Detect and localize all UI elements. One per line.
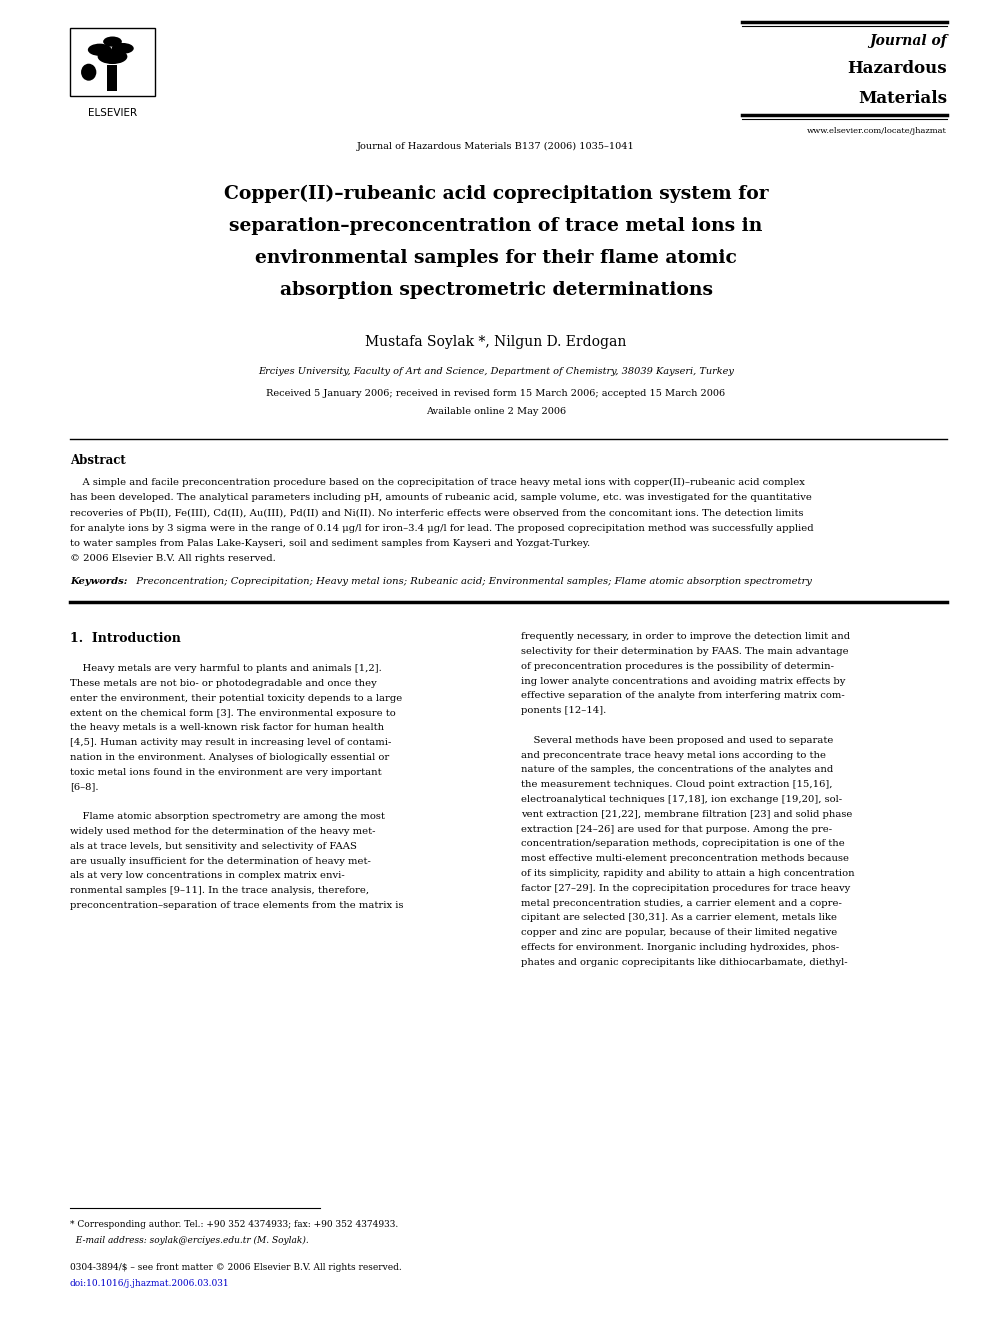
Text: Flame atomic absorption spectrometry are among the most: Flame atomic absorption spectrometry are… [70, 812, 385, 822]
Text: the heavy metals is a well-known risk factor for human health: the heavy metals is a well-known risk fa… [70, 724, 384, 733]
Text: Materials: Materials [858, 90, 947, 107]
Text: has been developed. The analytical parameters including pH, amounts of rubeanic : has been developed. The analytical param… [70, 493, 811, 503]
Text: for analyte ions by 3 sigma were in the range of 0.14 μg/l for iron–3.4 μg/l for: for analyte ions by 3 sigma were in the … [70, 524, 813, 533]
Text: Heavy metals are very harmful to plants and animals [1,2].: Heavy metals are very harmful to plants … [70, 664, 382, 673]
Text: Copper(II)–rubeanic acid coprecipitation system for: Copper(II)–rubeanic acid coprecipitation… [223, 185, 769, 204]
Text: cipitant are selected [30,31]. As a carrier element, metals like: cipitant are selected [30,31]. As a carr… [521, 913, 837, 922]
Text: recoveries of Pb(II), Fe(III), Cd(II), Au(III), Pd(II) and Ni(II). No interferic: recoveries of Pb(II), Fe(III), Cd(II), A… [70, 508, 804, 517]
Ellipse shape [97, 49, 127, 64]
Text: ponents [12–14].: ponents [12–14]. [521, 706, 606, 716]
Text: toxic metal ions found in the environment are very important: toxic metal ions found in the environmen… [70, 767, 382, 777]
Ellipse shape [88, 44, 112, 56]
Text: of preconcentration procedures is the possibility of determin-: of preconcentration procedures is the po… [521, 662, 834, 671]
Text: 1.  Introduction: 1. Introduction [70, 632, 181, 646]
Ellipse shape [112, 42, 134, 54]
FancyBboxPatch shape [70, 28, 155, 97]
Ellipse shape [103, 37, 122, 46]
Text: vent extraction [21,22], membrane filtration [23] and solid phase: vent extraction [21,22], membrane filtra… [521, 810, 852, 819]
Text: nature of the samples, the concentrations of the analytes and: nature of the samples, the concentration… [521, 766, 833, 774]
Text: ronmental samples [9–11]. In the trace analysis, therefore,: ronmental samples [9–11]. In the trace a… [70, 886, 369, 896]
Text: and preconcentrate trace heavy metal ions according to the: and preconcentrate trace heavy metal ion… [521, 750, 826, 759]
Text: These metals are not bio- or photodegradable and once they: These metals are not bio- or photodegrad… [70, 679, 377, 688]
Text: extent on the chemical form [3]. The environmental exposure to: extent on the chemical form [3]. The env… [70, 709, 396, 717]
Text: als at trace levels, but sensitivity and selectivity of FAAS: als at trace levels, but sensitivity and… [70, 841, 357, 851]
Text: E-mail address: soylak@erciyes.edu.tr (M. Soylak).: E-mail address: soylak@erciyes.edu.tr (M… [70, 1236, 309, 1245]
Text: absorption spectrometric determinations: absorption spectrometric determinations [280, 280, 712, 299]
Text: copper and zinc are popular, because of their limited negative: copper and zinc are popular, because of … [521, 929, 837, 937]
Text: effects for environment. Inorganic including hydroxides, phos-: effects for environment. Inorganic inclu… [521, 943, 839, 953]
Text: © 2006 Elsevier B.V. All rights reserved.: © 2006 Elsevier B.V. All rights reserved… [70, 554, 276, 564]
Text: separation–preconcentration of trace metal ions in: separation–preconcentration of trace met… [229, 217, 763, 235]
Text: Available online 2 May 2006: Available online 2 May 2006 [426, 407, 566, 415]
Bar [106, 65, 117, 91]
Text: www.elsevier.com/locate/jhazmat: www.elsevier.com/locate/jhazmat [807, 127, 947, 135]
Text: of its simplicity, rapidity and ability to attain a high concentration: of its simplicity, rapidity and ability … [521, 869, 855, 878]
Text: Hazardous: Hazardous [847, 60, 947, 77]
Text: factor [27–29]. In the coprecipitation procedures for trace heavy: factor [27–29]. In the coprecipitation p… [521, 884, 850, 893]
Text: Preconcentration; Coprecipitation; Heavy metal ions; Rubeanic acid; Environmenta: Preconcentration; Coprecipitation; Heavy… [130, 577, 811, 586]
Text: Several methods have been proposed and used to separate: Several methods have been proposed and u… [521, 736, 833, 745]
Text: [4,5]. Human activity may result in increasing level of contami-: [4,5]. Human activity may result in incr… [70, 738, 392, 747]
Text: als at very low concentrations in complex matrix envi-: als at very low concentrations in comple… [70, 872, 345, 880]
Text: preconcentration–separation of trace elements from the matrix is: preconcentration–separation of trace ele… [70, 901, 404, 910]
Text: Journal of Hazardous Materials B137 (2006) 1035–1041: Journal of Hazardous Materials B137 (200… [357, 142, 635, 151]
Text: Mustafa Soylak *, Nilgun D. Erdogan: Mustafa Soylak *, Nilgun D. Erdogan [365, 335, 627, 349]
Text: concentration/separation methods, coprecipitation is one of the: concentration/separation methods, coprec… [521, 839, 845, 848]
Text: ELSEVIER: ELSEVIER [88, 108, 137, 118]
Text: widely used method for the determination of the heavy met-: widely used method for the determination… [70, 827, 376, 836]
Text: electroanalytical techniques [17,18], ion exchange [19,20], sol-: electroanalytical techniques [17,18], io… [521, 795, 842, 804]
Text: Erciyes University, Faculty of Art and Science, Department of Chemistry, 38039 K: Erciyes University, Faculty of Art and S… [258, 366, 734, 376]
Text: phates and organic coprecipitants like dithiocarbamate, diethyl-: phates and organic coprecipitants like d… [521, 958, 847, 967]
Text: Abstract: Abstract [70, 454, 126, 467]
Text: enter the environment, their potential toxicity depends to a large: enter the environment, their potential t… [70, 693, 402, 703]
Text: Journal of: Journal of [869, 34, 947, 48]
Text: [6–8].: [6–8]. [70, 783, 98, 791]
Text: * Corresponding author. Tel.: +90 352 4374933; fax: +90 352 4374933.: * Corresponding author. Tel.: +90 352 43… [70, 1220, 398, 1229]
Text: effective separation of the analyte from interfering matrix com-: effective separation of the analyte from… [521, 692, 845, 700]
Text: 0304-3894/$ – see front matter © 2006 Elsevier B.V. All rights reserved.: 0304-3894/$ – see front matter © 2006 El… [70, 1263, 402, 1271]
Text: selectivity for their determination by FAAS. The main advantage: selectivity for their determination by F… [521, 647, 848, 656]
Text: ing lower analyte concentrations and avoiding matrix effects by: ing lower analyte concentrations and avo… [521, 676, 845, 685]
Text: most effective multi-element preconcentration methods because: most effective multi-element preconcentr… [521, 855, 849, 863]
Text: doi:10.1016/j.jhazmat.2006.03.031: doi:10.1016/j.jhazmat.2006.03.031 [70, 1279, 229, 1289]
Text: the measurement techniques. Cloud point extraction [15,16],: the measurement techniques. Cloud point … [521, 781, 832, 790]
Text: to water samples from Palas Lake-Kayseri, soil and sediment samples from Kayseri: to water samples from Palas Lake-Kayseri… [70, 538, 590, 548]
Ellipse shape [81, 64, 96, 81]
Text: nation in the environment. Analyses of biologically essential or: nation in the environment. Analyses of b… [70, 753, 389, 762]
Text: are usually insufficient for the determination of heavy met-: are usually insufficient for the determi… [70, 856, 371, 865]
Text: extraction [24–26] are used for that purpose. Among the pre-: extraction [24–26] are used for that pur… [521, 824, 832, 833]
Text: Received 5 January 2006; received in revised form 15 March 2006; accepted 15 Mar: Received 5 January 2006; received in rev… [267, 389, 725, 398]
Text: frequently necessary, in order to improve the detection limit and: frequently necessary, in order to improv… [521, 632, 850, 642]
Text: Keywords:: Keywords: [70, 577, 128, 586]
Text: environmental samples for their flame atomic: environmental samples for their flame at… [255, 249, 737, 267]
Text: metal preconcentration studies, a carrier element and a copre-: metal preconcentration studies, a carrie… [521, 898, 842, 908]
Text: A simple and facile preconcentration procedure based on the coprecipitation of t: A simple and facile preconcentration pro… [70, 478, 805, 487]
